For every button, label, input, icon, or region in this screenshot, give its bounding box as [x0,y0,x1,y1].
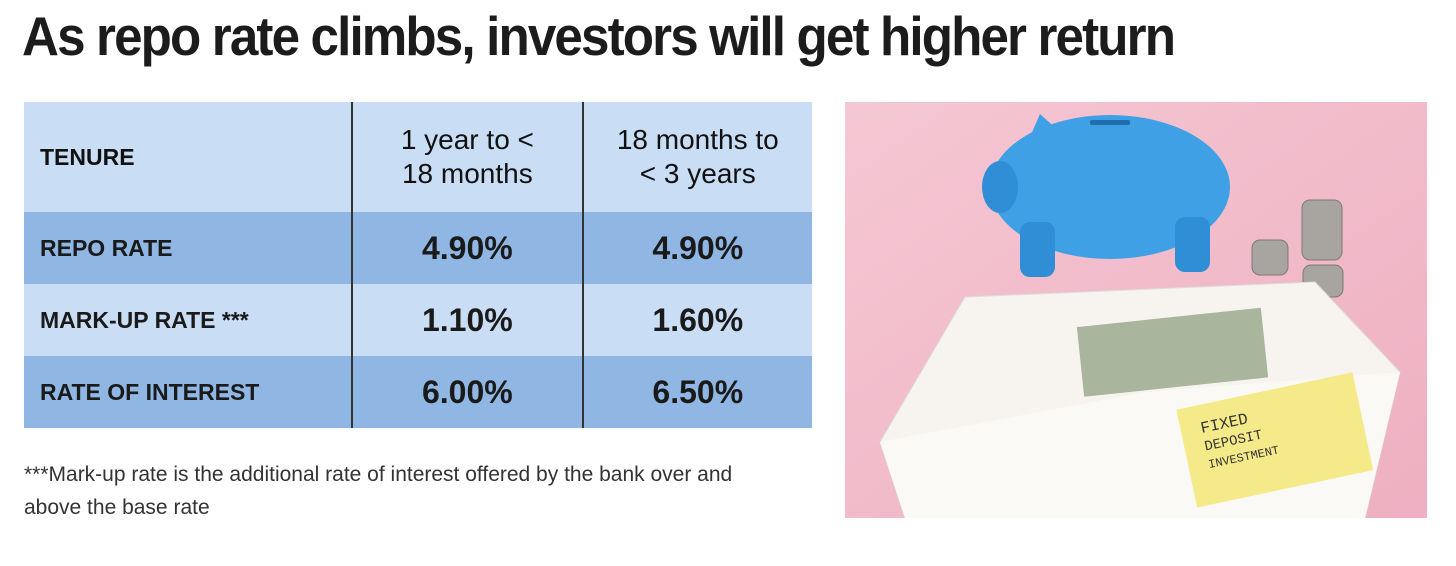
cell: 6.50% [581,356,812,428]
cell: 4.90% [581,212,812,284]
cell: 6.00% [351,356,583,428]
row-label: MARK-UP RATE *** [24,284,353,356]
table-row: REPO RATE 4.90% 4.90% [24,212,812,284]
cell: 1.10% [351,284,583,356]
footnote: ***Mark-up rate is the additional rate o… [24,463,733,519]
piggy-bank [982,114,1230,277]
row-label: REPO RATE [24,212,353,284]
table-row: RATE OF INTEREST 6.00% 6.50% [24,356,812,428]
title: As repo rate climbs, investors will get … [22,5,1176,67]
sticky-note: FIXED DEPOSIT INVESTMENT [1176,372,1374,508]
photo: FIXED DEPOSIT INVESTMENT [845,102,1427,518]
header-row: TENURE 1 year to < 18 months 18 months t… [24,102,812,212]
column-header: 18 months to < 3 years [581,102,812,212]
table-row: MARK-UP RATE *** 1.10% 1.60% [24,284,812,356]
column-header: TENURE [24,102,353,212]
row-label: RATE OF INTEREST [24,356,353,428]
cell: 1.60% [581,284,812,356]
rate-table: TENURE 1 year to < 18 months 18 months t… [24,102,812,428]
column-header: 1 year to < 18 months [351,102,583,212]
cell: 4.90% [351,212,583,284]
